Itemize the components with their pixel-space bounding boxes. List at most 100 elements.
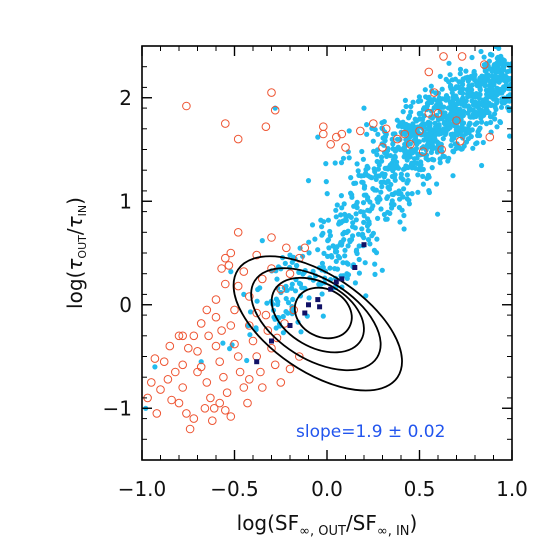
data-point	[496, 46, 502, 51]
data-point	[426, 188, 432, 194]
data-point	[437, 73, 443, 79]
data-point	[356, 172, 362, 178]
data-point	[428, 83, 434, 89]
x-tick-label: 0.5	[404, 477, 436, 501]
data-point	[477, 132, 483, 139]
open-circle-point	[356, 126, 365, 136]
data-point	[472, 72, 478, 78]
data-point	[424, 142, 431, 148]
data-point	[460, 120, 466, 126]
data-point	[476, 92, 482, 98]
plot-area	[143, 46, 512, 434]
data-point	[434, 149, 440, 155]
binned-mean-marker	[339, 276, 345, 282]
data-point	[379, 158, 385, 164]
data-point	[351, 203, 357, 209]
open-circle-point	[193, 347, 202, 356]
open-circle-point	[437, 145, 447, 154]
data-point	[434, 181, 440, 187]
data-point	[379, 120, 385, 126]
data-point	[426, 120, 432, 126]
open-circle-point	[185, 424, 195, 434]
open-circle-point	[200, 404, 210, 413]
data-point	[374, 152, 380, 158]
data-point	[327, 265, 333, 271]
open-circle-point	[485, 132, 495, 142]
data-point	[348, 214, 354, 220]
data-point	[389, 191, 395, 197]
data-point	[400, 166, 407, 172]
filled-points-series	[143, 46, 512, 411]
open-circle-point	[174, 398, 184, 408]
open-circle-point	[189, 414, 199, 423]
data-point	[315, 134, 321, 140]
open-circle-point	[319, 129, 328, 139]
open-circle-point	[150, 354, 160, 363]
data-point	[482, 82, 488, 89]
data-point	[247, 309, 254, 315]
data-point	[327, 233, 333, 239]
open-circle-point	[230, 305, 239, 315]
data-point	[403, 121, 409, 128]
open-circle-point	[326, 140, 336, 149]
data-point	[485, 102, 491, 108]
open-circle-point	[239, 383, 249, 392]
data-point	[502, 73, 508, 79]
data-point	[354, 199, 360, 205]
data-point	[397, 219, 403, 225]
data-point	[306, 295, 312, 301]
data-point	[275, 301, 281, 308]
open-circle-point	[400, 129, 410, 139]
data-point	[289, 259, 295, 265]
data-point	[480, 102, 486, 109]
data-point	[346, 155, 352, 161]
open-circle-point	[295, 253, 304, 263]
data-point	[353, 217, 359, 223]
data-point	[467, 114, 473, 120]
data-point	[457, 71, 463, 77]
data-point	[492, 116, 498, 122]
y-tick-label: 0	[119, 293, 132, 317]
data-point	[280, 313, 286, 320]
open-circle-point	[165, 341, 175, 351]
data-point	[344, 260, 350, 266]
data-point	[418, 167, 424, 173]
data-point	[444, 113, 450, 119]
open-circle-point	[319, 122, 328, 131]
data-point	[455, 144, 461, 150]
data-point	[396, 188, 402, 194]
y-axis-title: log(τOUT/τIN)	[63, 197, 89, 309]
data-point	[452, 117, 458, 123]
open-circle-point	[337, 129, 347, 139]
data-point	[499, 90, 505, 96]
data-point	[422, 87, 428, 93]
open-circle-point	[189, 331, 199, 341]
contour-level	[270, 276, 365, 354]
open-circle-point	[457, 52, 467, 61]
data-point	[468, 73, 474, 80]
data-point	[339, 205, 345, 211]
data-point	[434, 98, 440, 104]
contour-level	[250, 267, 382, 372]
data-point	[389, 198, 395, 204]
open-circle-point	[208, 416, 217, 426]
open-circle-point	[235, 367, 245, 377]
data-point	[414, 141, 420, 147]
data-point	[348, 190, 354, 196]
data-point	[352, 225, 358, 231]
data-point	[449, 86, 455, 92]
data-point	[412, 116, 418, 122]
data-point	[421, 137, 427, 143]
data-point	[323, 161, 329, 167]
data-point	[437, 160, 443, 166]
data-point	[369, 205, 375, 212]
data-point	[449, 90, 455, 96]
data-point	[416, 94, 422, 100]
open-circle-point	[452, 116, 461, 125]
open-circle-point	[182, 409, 191, 418]
data-point	[432, 120, 438, 126]
data-point	[415, 189, 421, 195]
data-point	[493, 89, 499, 95]
data-point	[440, 136, 446, 142]
data-point	[467, 105, 473, 112]
